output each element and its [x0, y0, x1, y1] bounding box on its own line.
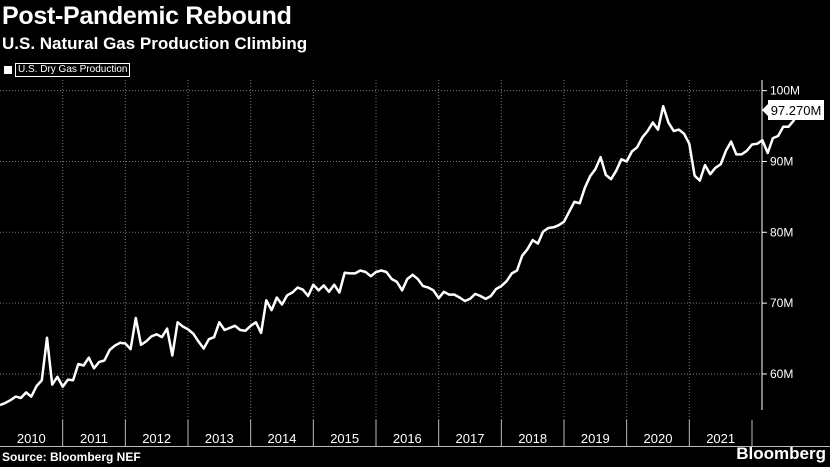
x-tick-label: 2013 [205, 431, 234, 446]
chart-title: Post-Pandemic Rebound [2, 2, 292, 30]
y-tick-label: 80M [770, 225, 793, 239]
x-tick-label: 2021 [706, 431, 735, 446]
x-tick-label: 2018 [518, 431, 547, 446]
x-tick-label: 2015 [330, 431, 359, 446]
y-tick-label: 60M [770, 367, 793, 381]
x-tick-label: 2010 [17, 431, 46, 446]
legend-label: U.S. Dry Gas Production [15, 63, 131, 77]
x-tick-label: 2011 [80, 431, 108, 446]
source-note: Source: Bloomberg NEF [2, 450, 141, 464]
bloomberg-logo: Bloomberg [736, 444, 826, 463]
x-tick-label: 2016 [393, 431, 422, 446]
last-value-badge [762, 99, 824, 120]
y-tick-label: 70M [770, 296, 793, 310]
x-tick-label: 2019 [581, 431, 610, 446]
last-value-label: 97.270M [771, 103, 822, 118]
legend-swatch [4, 66, 12, 74]
chart-subtitle: U.S. Natural Gas Production Climbing [2, 34, 308, 53]
legend: U.S. Dry Gas Production [4, 63, 131, 77]
y-tick-label: 90M [770, 154, 793, 168]
x-tick-label: 2012 [142, 431, 171, 446]
y-tick-label: 100M [770, 84, 800, 98]
x-tick-label: 2017 [456, 431, 485, 446]
x-tick-label: 2020 [644, 431, 673, 446]
series-line-dry-gas-production [0, 104, 801, 407]
x-tick-label: 2014 [268, 431, 297, 446]
